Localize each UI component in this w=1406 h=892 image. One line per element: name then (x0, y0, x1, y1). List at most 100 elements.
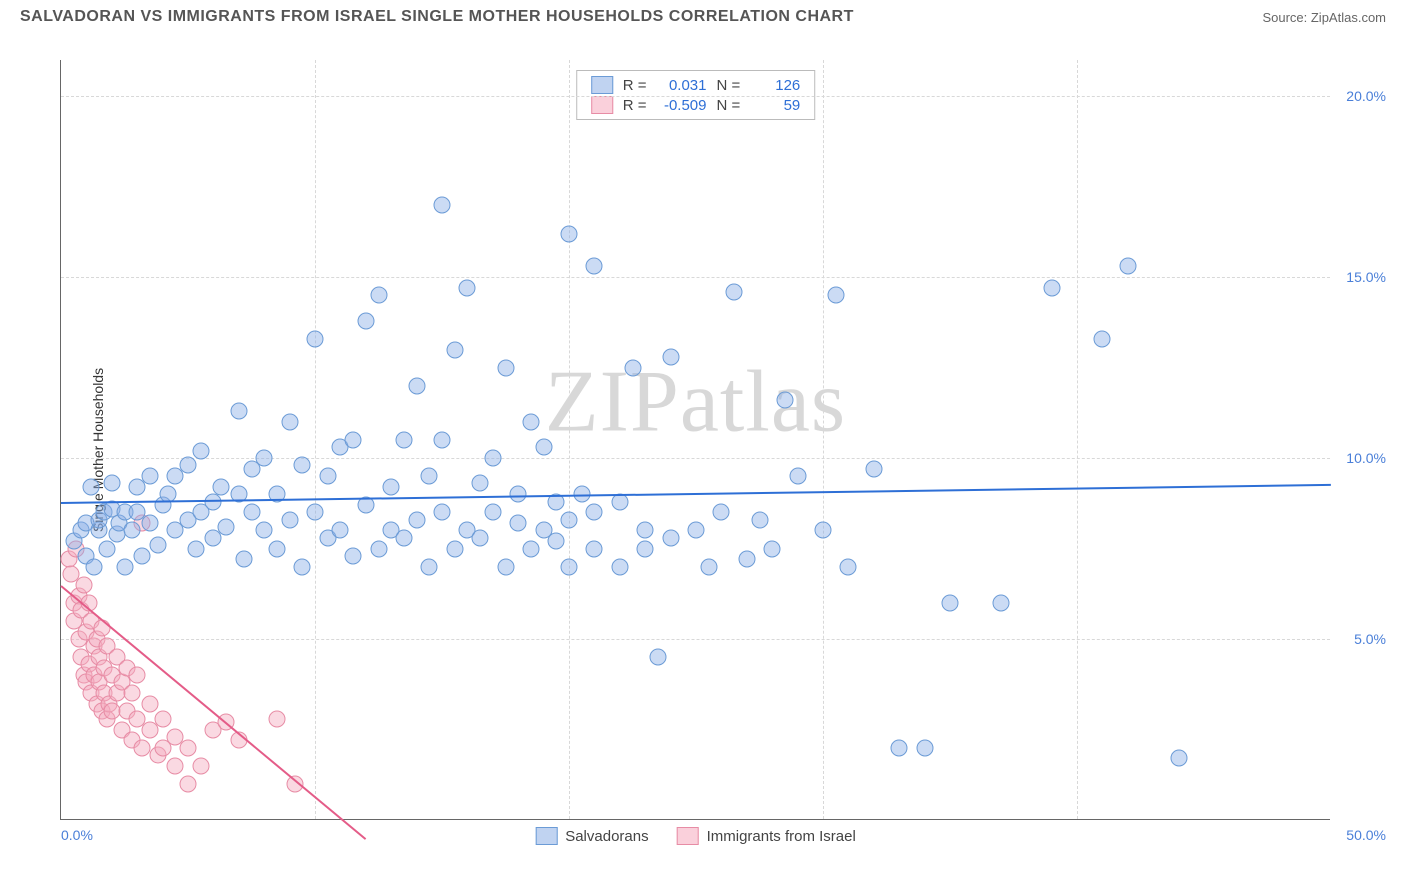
data-point (268, 710, 285, 727)
data-point (522, 413, 539, 430)
data-point (307, 330, 324, 347)
data-point (383, 479, 400, 496)
data-point (459, 280, 476, 297)
data-point (167, 757, 184, 774)
data-point (218, 518, 235, 535)
data-point (535, 439, 552, 456)
y-tick-label: 10.0% (1346, 450, 1386, 466)
gridline-v (823, 60, 824, 819)
data-point (421, 558, 438, 575)
gridline-v (315, 60, 316, 819)
swatch-blue-icon (535, 827, 557, 845)
data-point (395, 432, 412, 449)
swatch-pink-icon (677, 827, 699, 845)
data-point (726, 283, 743, 300)
data-point (434, 504, 451, 521)
data-point (484, 450, 501, 467)
y-tick-label: 15.0% (1346, 269, 1386, 285)
data-point (662, 529, 679, 546)
r-value-israel: -0.509 (657, 97, 707, 114)
data-point (256, 450, 273, 467)
gridline-h (61, 639, 1330, 640)
data-point (103, 475, 120, 492)
data-point (446, 540, 463, 557)
data-point (916, 739, 933, 756)
data-point (815, 522, 832, 539)
source-label: Source: ZipAtlas.com (1262, 10, 1386, 25)
gridline-v (1077, 60, 1078, 819)
data-point (116, 558, 133, 575)
data-point (1170, 750, 1187, 767)
stats-row-salvadorans: R = 0.031 N = 126 (591, 75, 801, 95)
data-point (484, 504, 501, 521)
stats-row-israel: R = -0.509 N = 59 (591, 95, 801, 115)
data-point (213, 479, 230, 496)
data-point (281, 413, 298, 430)
data-point (86, 558, 103, 575)
data-point (497, 359, 514, 376)
data-point (1043, 280, 1060, 297)
data-point (154, 710, 171, 727)
data-point (345, 432, 362, 449)
n-label: N = (717, 77, 741, 94)
swatch-blue-icon (591, 76, 613, 94)
data-point (93, 620, 110, 637)
data-point (141, 468, 158, 485)
data-point (319, 468, 336, 485)
data-point (408, 511, 425, 528)
data-point (611, 558, 628, 575)
data-point (776, 392, 793, 409)
data-point (294, 457, 311, 474)
data-point (124, 685, 141, 702)
data-point (75, 576, 92, 593)
legend-label: Immigrants from Israel (707, 828, 856, 845)
data-point (637, 540, 654, 557)
data-point (865, 460, 882, 477)
data-point (891, 739, 908, 756)
data-point (764, 540, 781, 557)
trend-line (61, 483, 1331, 503)
data-point (180, 739, 197, 756)
data-point (688, 522, 705, 539)
data-point (134, 547, 151, 564)
data-point (1094, 330, 1111, 347)
data-point (192, 442, 209, 459)
data-point (1119, 258, 1136, 275)
data-point (243, 504, 260, 521)
y-tick-label: 20.0% (1346, 88, 1386, 104)
stats-legend-box: R = 0.031 N = 126 R = -0.509 N = 59 (576, 70, 816, 120)
data-point (586, 504, 603, 521)
data-point (370, 287, 387, 304)
data-point (281, 511, 298, 528)
data-point (180, 457, 197, 474)
data-point (421, 468, 438, 485)
data-point (713, 504, 730, 521)
data-point (662, 348, 679, 365)
data-point (395, 529, 412, 546)
data-point (370, 540, 387, 557)
data-point (700, 558, 717, 575)
data-point (649, 649, 666, 666)
y-tick-label: 5.0% (1354, 631, 1386, 647)
data-point (472, 529, 489, 546)
gridline-v (569, 60, 570, 819)
n-value-salvadorans: 126 (750, 77, 800, 94)
r-label: R = (623, 97, 647, 114)
n-value-israel: 59 (750, 97, 800, 114)
data-point (637, 522, 654, 539)
gridline-h (61, 458, 1330, 459)
data-point (510, 515, 527, 532)
data-point (129, 667, 146, 684)
data-point (827, 287, 844, 304)
data-point (561, 225, 578, 242)
data-point (561, 558, 578, 575)
data-point (98, 540, 115, 557)
r-value-salvadorans: 0.031 (657, 77, 707, 94)
data-point (434, 196, 451, 213)
gridline-h (61, 277, 1330, 278)
data-point (268, 540, 285, 557)
data-point (840, 558, 857, 575)
data-point (230, 403, 247, 420)
data-point (992, 594, 1009, 611)
data-point (83, 479, 100, 496)
